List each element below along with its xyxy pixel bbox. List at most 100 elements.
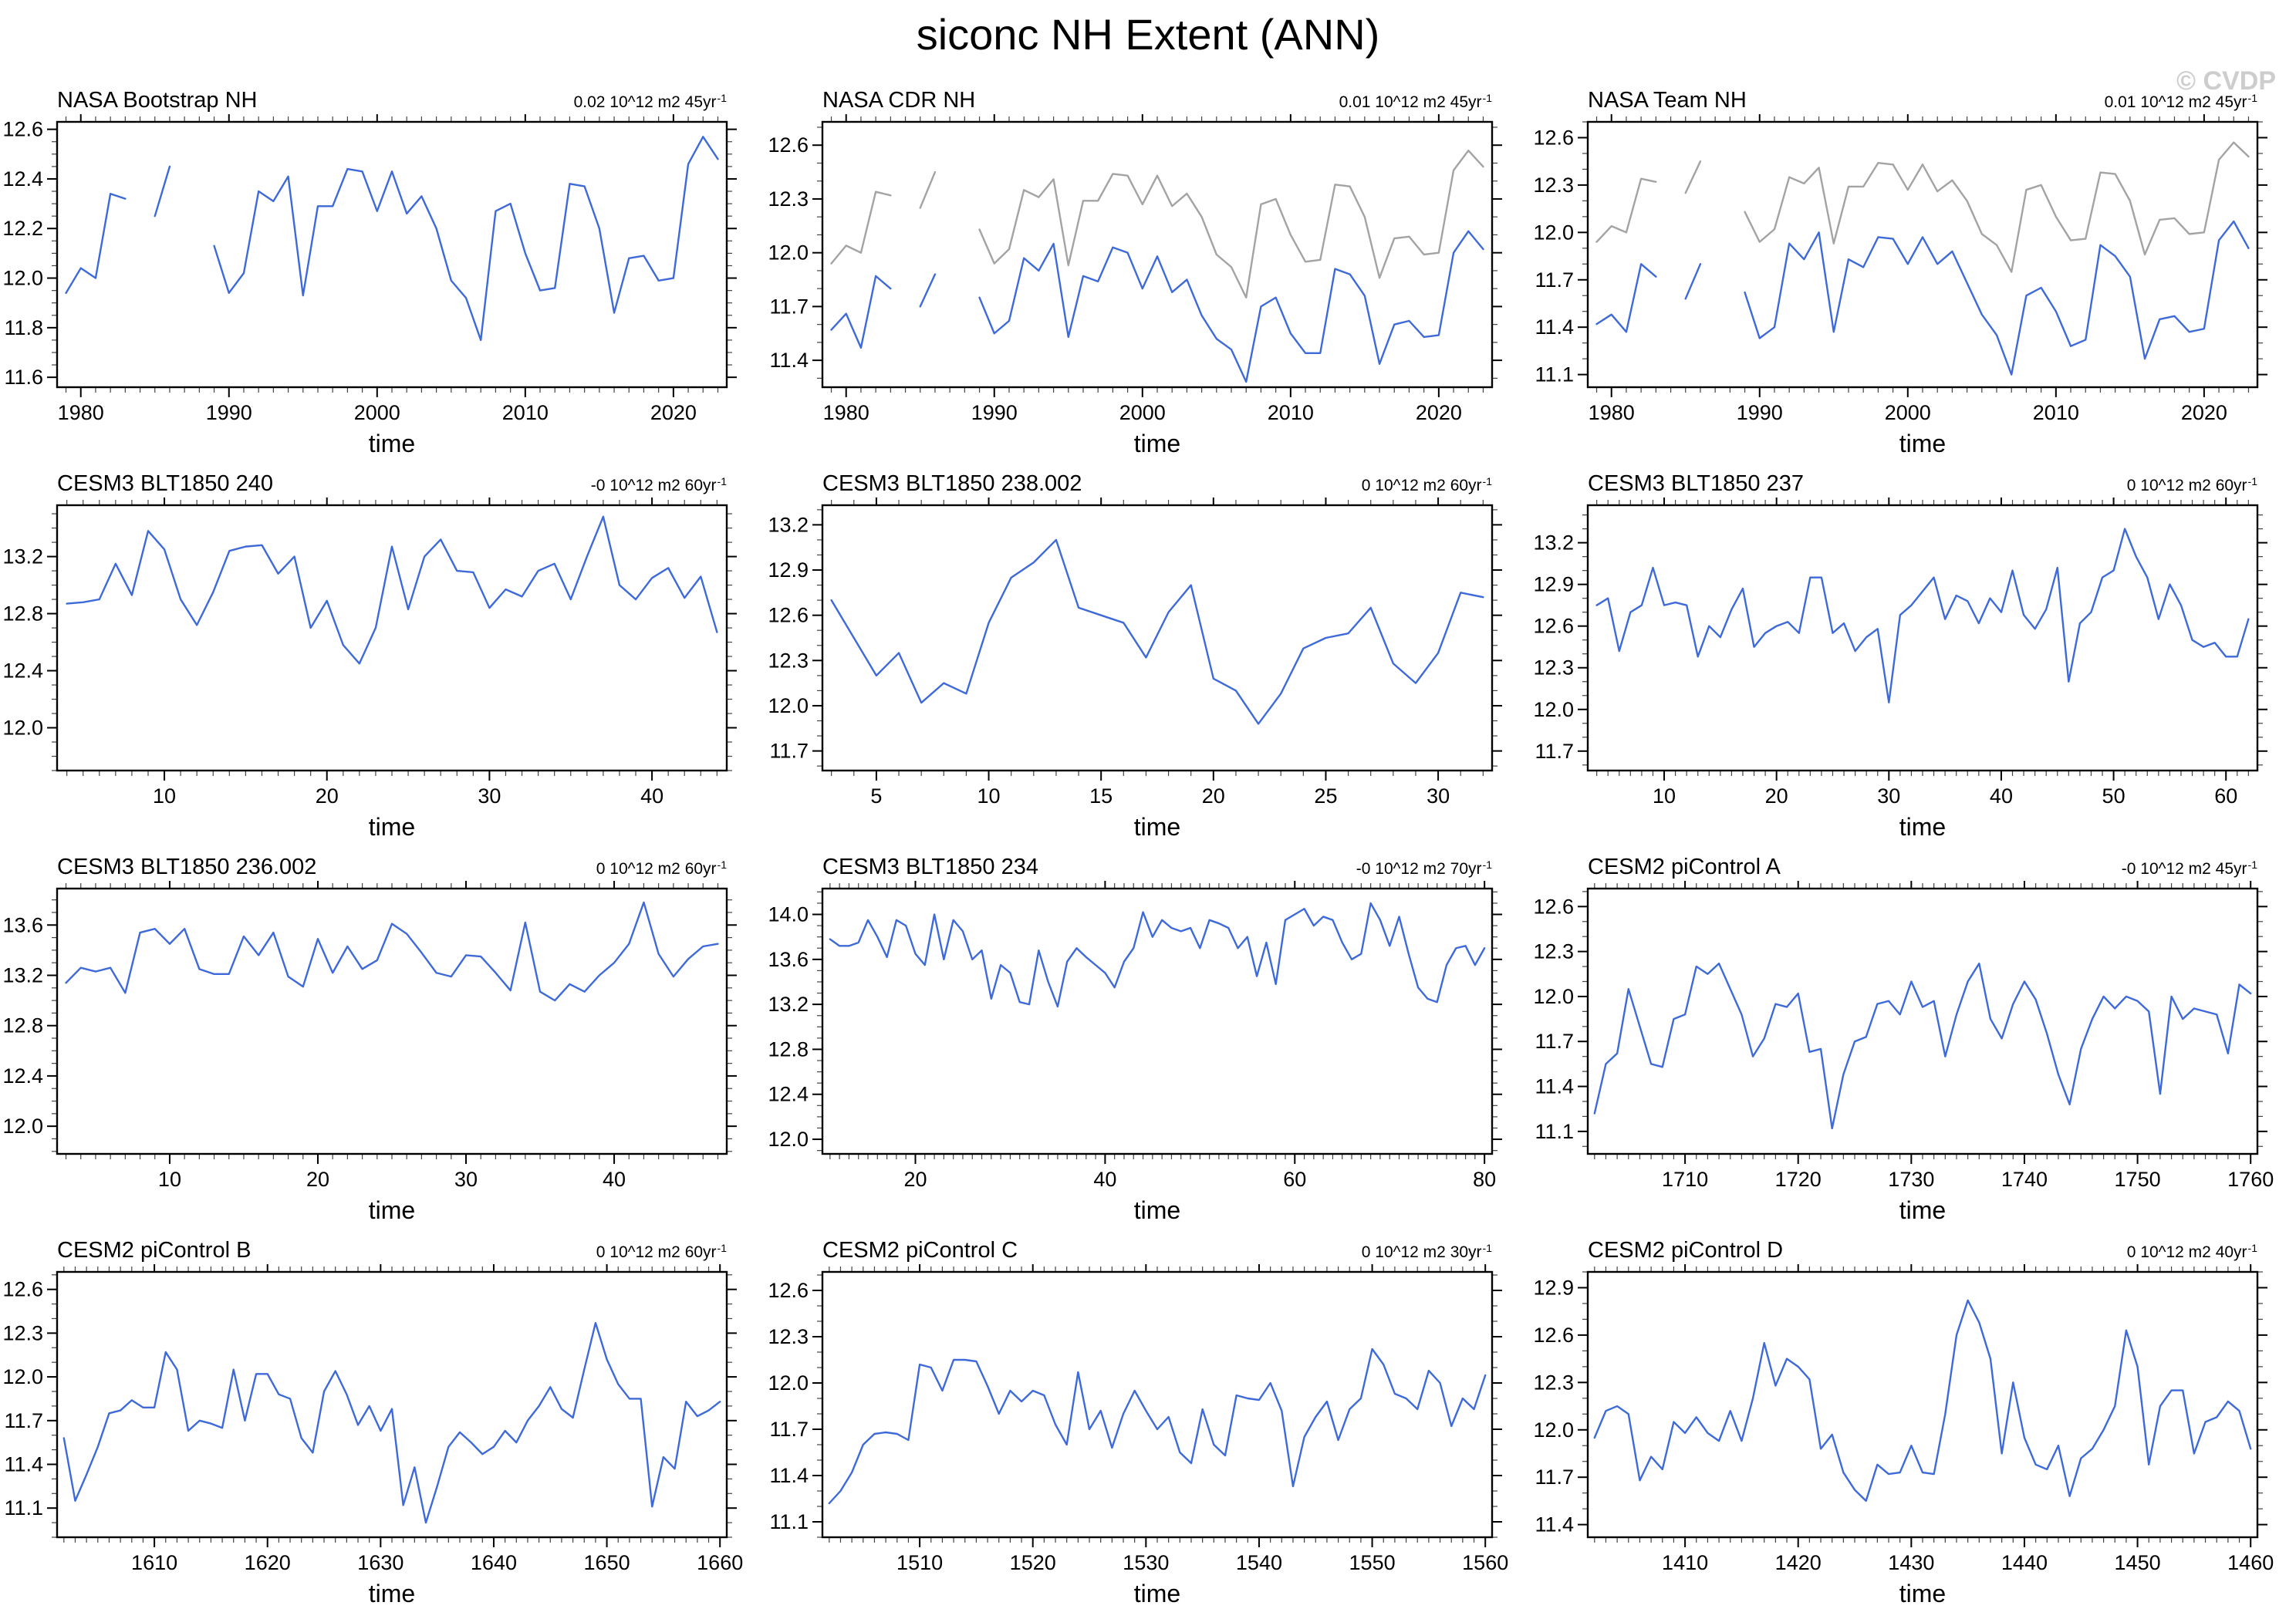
trend-annotation: 0.01 10^12 m2 45yr-1 (2105, 91, 2257, 112)
axis-minor-ticks (1582, 500, 2263, 776)
trend-annotation: 0 10^12 m2 60yr-1 (596, 1241, 727, 1262)
svg-text:11.4: 11.4 (769, 349, 809, 372)
svg-text:10: 10 (977, 784, 1001, 808)
svg-text:12.6: 12.6 (1533, 126, 1574, 149)
series-lines (1595, 528, 2250, 703)
line-chart: 1510 1520 1530 1540 1550 1560 11.1 11.4 11.7 12.0… (768, 1264, 1508, 1607)
series-line (829, 902, 1486, 1008)
axis-minor-ticks (52, 116, 732, 393)
svg-text:40: 40 (603, 1168, 626, 1191)
series-line (65, 136, 719, 342)
svg-text:30: 30 (1877, 784, 1900, 808)
panel-title: CESM2 piControl C (822, 1238, 1018, 1263)
svg-text:1720: 1720 (1775, 1168, 1822, 1191)
trend-annotation: 0 10^12 m2 60yr-1 (1362, 474, 1492, 495)
trend-exponent: -1 (1482, 858, 1492, 871)
svg-text:2020: 2020 (650, 401, 697, 424)
svg-text:20: 20 (903, 1168, 927, 1191)
trend-value: 0 10^12 m2 30yr (1361, 1243, 1482, 1261)
panel-title: CESM3 BLT1850 234 (822, 855, 1038, 879)
trend-value: 0.02 10^12 m2 45yr (573, 93, 717, 111)
svg-text:5: 5 (870, 784, 882, 808)
svg-text:1530: 1530 (1123, 1551, 1169, 1574)
series-lines (1595, 141, 2250, 376)
svg-text:1990: 1990 (206, 401, 252, 424)
panel-header: CESM3 BLT1850 236.002 0 10^12 m2 60yr-1 (0, 852, 765, 881)
svg-text:1990: 1990 (1737, 401, 1783, 424)
trend-exponent: -1 (1482, 475, 1492, 487)
trend-value: 0 10^12 m2 60yr (1361, 477, 1482, 494)
plot-frame (56, 887, 728, 1155)
panel-title: CESM2 piControl B (57, 1238, 252, 1263)
axis-ticks (1578, 114, 2267, 397)
axis-major-ticks (47, 114, 737, 397)
axis-major-ticks (812, 114, 1502, 397)
series-lines (66, 515, 718, 665)
x-axis-title: time (1899, 1580, 1946, 1607)
svg-text:1740: 1740 (2001, 1168, 2048, 1191)
page-title: siconc NH Extent (ANN) (916, 10, 1380, 59)
axis-ticks (812, 1264, 1502, 1547)
svg-text:15: 15 (1089, 784, 1113, 808)
svg-text:10: 10 (153, 784, 176, 808)
x-axis-title: time (1134, 813, 1180, 841)
series-line (830, 230, 1484, 383)
svg-text:1540: 1540 (1236, 1551, 1282, 1574)
svg-text:40: 40 (1093, 1168, 1116, 1191)
svg-text:12.9: 12.9 (768, 558, 809, 582)
panel-header: CESM3 BLT1850 234 -0 10^12 m2 70yr-1 (765, 852, 1531, 881)
axis-major-ticks (812, 498, 1502, 781)
svg-text:1750: 1750 (2115, 1168, 2161, 1191)
svg-text:11.7: 11.7 (4, 1409, 43, 1432)
axis-labels: 1980 1990 2000 2010 2020 11.1 11.4 11.7 12.0 12.3… (1533, 126, 2227, 457)
line-chart: 10 20 30 40 50 60 11.7 12.0 12.3 12.6 12.9 13.2 time (1533, 498, 2267, 841)
svg-text:13.6: 13.6 (768, 948, 809, 971)
plot-frame (1586, 120, 2259, 389)
svg-text:12.3: 12.3 (1533, 174, 1574, 197)
svg-text:12.6: 12.6 (768, 604, 809, 627)
svg-text:12.8: 12.8 (2, 602, 43, 626)
panel-header: CESM2 piControl D 0 10^12 m2 40yr-1 (1531, 1235, 2296, 1264)
axis-ticks (812, 498, 1502, 781)
trend-value: 0.01 10^12 m2 45yr (2104, 93, 2247, 111)
series-line (1595, 528, 2250, 703)
svg-text:12.3: 12.3 (1533, 1371, 1574, 1394)
svg-text:12.0: 12.0 (1533, 698, 1574, 721)
svg-text:1450: 1450 (2115, 1551, 2161, 1574)
axis-ticks (1578, 1264, 2267, 1547)
svg-text:14.0: 14.0 (768, 903, 809, 926)
x-axis-title: time (1134, 1580, 1180, 1607)
trend-annotation: 0 10^12 m2 40yr-1 (2127, 1241, 2257, 1262)
series-lines (1593, 1299, 2252, 1503)
svg-text:12.6: 12.6 (2, 118, 43, 141)
axis-ticks (47, 1264, 737, 1547)
axis-ticks (812, 881, 1502, 1164)
svg-text:11.7: 11.7 (1535, 1030, 1574, 1053)
panel-header: CESM3 BLT1850 240 -0 10^12 m2 60yr-1 (0, 468, 765, 498)
svg-text:11.7: 11.7 (769, 740, 809, 763)
axis-minor-ticks (817, 883, 1497, 1159)
trend-annotation: 0 10^12 m2 60yr-1 (596, 858, 727, 879)
x-axis-title: time (369, 1196, 415, 1224)
svg-text:12.6: 12.6 (768, 1279, 809, 1302)
trend-exponent: -1 (2247, 1242, 2257, 1254)
svg-text:11.7: 11.7 (1535, 1466, 1574, 1489)
trend-value: -0 10^12 m2 70yr (1356, 860, 1482, 878)
series-line (1595, 141, 2250, 273)
axis-ticks (1578, 881, 2267, 1164)
svg-text:12.0: 12.0 (2, 717, 43, 740)
axis-major-ticks (812, 1264, 1502, 1547)
svg-text:12.9: 12.9 (1533, 573, 1574, 596)
x-axis-title: time (1134, 1196, 1180, 1224)
svg-text:1990: 1990 (971, 401, 1018, 424)
svg-text:12.0: 12.0 (768, 1128, 809, 1151)
svg-text:1710: 1710 (1662, 1168, 1708, 1191)
axis-labels: 1510 1520 1530 1540 1550 1560 11.1 11.4 11.7 12.0… (768, 1279, 1508, 1607)
svg-text:13.2: 13.2 (768, 513, 809, 536)
svg-text:12.6: 12.6 (2, 1278, 43, 1301)
series-lines (62, 1321, 721, 1524)
trend-value: 0 10^12 m2 60yr (596, 860, 717, 878)
series-line (65, 901, 719, 1002)
series-line (828, 1347, 1487, 1505)
